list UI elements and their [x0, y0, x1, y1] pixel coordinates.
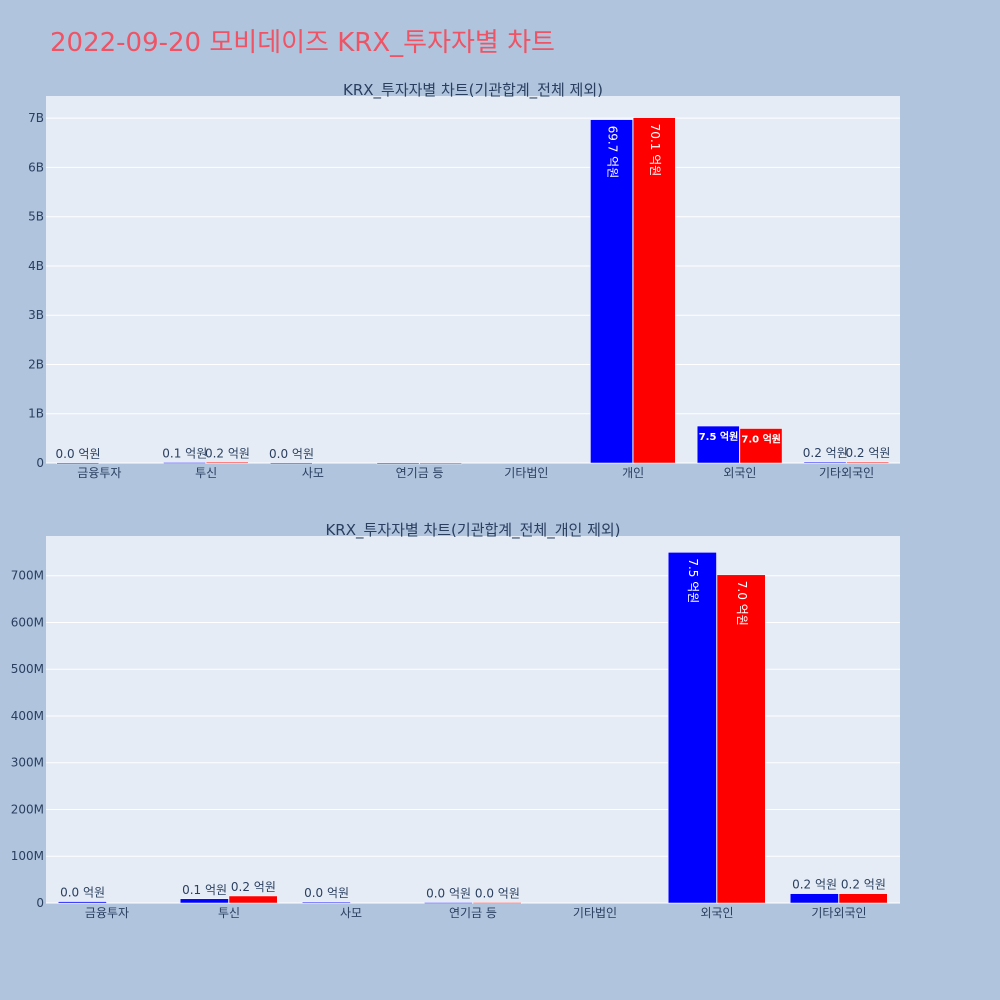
data-label: 7.0 억원	[735, 581, 749, 626]
data-label: 0.0 억원	[60, 886, 105, 900]
y-tick-label: 4B	[28, 259, 44, 273]
y-tick-label: 400M	[11, 709, 44, 723]
y-tick-label: 500M	[11, 662, 44, 676]
chart-top: KRX_투자자별 차트(기관합계_전체 제외) 0 1B 2B 3B 4B 5B 6B 7B 금융…	[28, 81, 900, 480]
data-label: 7.5 억원	[699, 430, 739, 443]
plot-area	[46, 536, 900, 903]
y-tick-label: 0	[36, 896, 44, 910]
x-tick-label: 금융투자	[85, 906, 129, 920]
bar	[803, 461, 847, 464]
bar	[56, 462, 100, 465]
bar	[739, 428, 783, 464]
bar	[205, 462, 249, 464]
data-label: 0.0 억원	[475, 887, 520, 901]
x-tick-label: 투신	[218, 906, 240, 920]
data-label: 0.0 억원	[56, 447, 101, 461]
x-tick-label: 기타법인	[573, 906, 617, 920]
plot-area	[46, 96, 900, 463]
data-label: 0.0 억원	[426, 887, 471, 901]
y-tick-label: 6B	[28, 160, 44, 174]
chart-title: KRX_투자자별 차트(기관합계_전체 제외)	[343, 81, 603, 100]
y-tick-label: 200M	[11, 802, 44, 816]
bar	[838, 893, 888, 904]
chart-title: KRX_투자자별 차트(기관합계_전체_개인 제외)	[325, 521, 620, 540]
bar	[376, 462, 420, 465]
x-tick-label: 기타법인	[504, 466, 548, 480]
chart-bottom: KRX_투자자별 차트(기관합계_전체_개인 제외) 0 100M 200M 300M 4…	[11, 521, 900, 920]
bar	[423, 902, 473, 904]
y-tick-label: 700M	[11, 569, 44, 583]
x-tick-label: 투신	[195, 466, 217, 480]
x-tick-label: 기타외국인	[819, 466, 874, 480]
data-label: 0.2 억원	[231, 880, 276, 894]
y-tick-label: 7B	[28, 111, 44, 125]
y-tick-label: 3B	[28, 308, 44, 322]
bar	[269, 462, 313, 465]
x-tick-label: 사모	[340, 906, 362, 920]
bar	[590, 119, 633, 464]
bar	[696, 425, 740, 464]
x-tick-label: 사모	[302, 466, 324, 480]
data-label: 0.2 억원	[803, 446, 848, 460]
bar	[419, 462, 463, 465]
x-tick-label: 금융투자	[77, 466, 121, 480]
bar	[163, 462, 206, 464]
data-label: 0.2 억원	[792, 878, 837, 892]
bar	[179, 898, 229, 904]
data-label: 0.0 억원	[304, 886, 349, 900]
bar	[667, 552, 717, 904]
y-tick-label: 300M	[11, 756, 44, 770]
y-tick-label: 1B	[28, 407, 44, 421]
bar	[301, 901, 351, 904]
y-tick-label: 5B	[28, 210, 44, 224]
x-tick-label: 외국인	[700, 906, 733, 920]
y-tick-label: 100M	[11, 849, 44, 863]
data-label: 7.5 억원	[686, 558, 700, 603]
bar	[716, 574, 766, 904]
x-tick-label: 외국인	[723, 466, 756, 480]
x-tick-label: 연기금 등	[449, 906, 497, 920]
data-label: 69.7 억원	[605, 126, 619, 179]
bar	[789, 893, 839, 904]
data-label: 0.1 억원	[162, 447, 207, 461]
y-tick-label: 0	[36, 456, 44, 470]
data-label: 0.2 억원	[845, 446, 890, 460]
page-title: 2022-09-20 모비데이즈 KRX_투자자별 차트	[50, 28, 555, 58]
bar	[632, 117, 676, 464]
y-tick-label: 2B	[28, 357, 44, 371]
data-label: 70.1 억원	[648, 124, 662, 177]
data-label: 0.1 억원	[182, 883, 227, 897]
y-tick-label: 600M	[11, 615, 44, 629]
bar	[57, 901, 107, 904]
x-tick-label: 개인	[622, 466, 644, 480]
data-label: 0.2 억원	[841, 878, 886, 892]
bar	[846, 461, 890, 464]
x-tick-label: 기타외국인	[811, 906, 866, 920]
data-label: 7.0 억원	[741, 433, 781, 446]
x-tick-label: 연기금 등	[396, 466, 444, 480]
data-label: 0.2 억원	[205, 446, 250, 460]
data-label: 0.0 억원	[269, 447, 314, 461]
bar	[472, 902, 522, 904]
bar	[228, 895, 278, 904]
